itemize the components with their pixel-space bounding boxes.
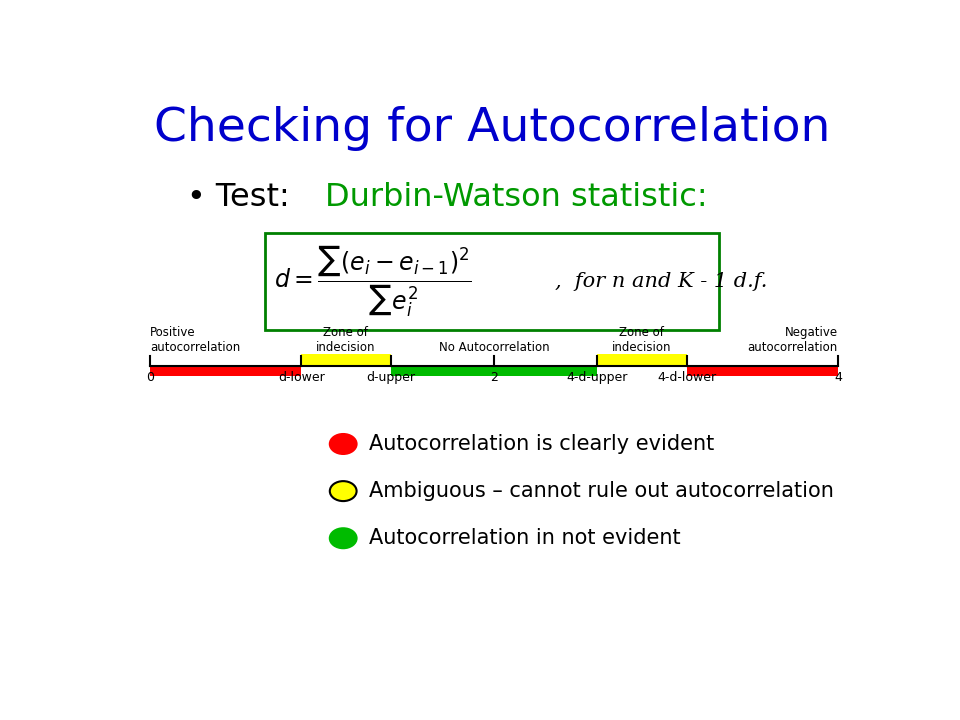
Text: 0: 0 [146, 371, 154, 384]
Circle shape [330, 528, 356, 548]
Bar [301, 354, 391, 366]
Text: Negative
autocorrelation: Negative autocorrelation [748, 325, 838, 354]
Text: d-lower: d-lower [277, 371, 324, 384]
Text: Autocorrelation is clearly evident: Autocorrelation is clearly evident [370, 434, 714, 454]
Text: Zone of
indecision: Zone of indecision [316, 325, 375, 354]
Text: 4: 4 [834, 371, 842, 384]
Text: ,  for n and K - 1 d.f.: , for n and K - 1 d.f. [555, 272, 768, 291]
Circle shape [330, 434, 356, 454]
Circle shape [330, 481, 356, 501]
Text: No Autocorrelation: No Autocorrelation [439, 341, 549, 354]
Text: 4-d-lower: 4-d-lower [657, 371, 716, 384]
Text: Checking for Autocorrelation: Checking for Autocorrelation [154, 106, 830, 150]
Text: $d = \dfrac{\sum(e_i - e_{i-1})^2}{\sum e_i^2}$: $d = \dfrac{\sum(e_i - e_{i-1})^2}{\sum … [274, 244, 472, 319]
Bar [686, 366, 838, 377]
Text: Durbin-Watson statistic:: Durbin-Watson statistic: [324, 181, 708, 213]
Text: d-upper: d-upper [366, 371, 415, 384]
Text: 2: 2 [490, 371, 498, 384]
Text: 4-d-upper: 4-d-upper [566, 371, 628, 384]
Bar [597, 354, 686, 366]
Text: Autocorrelation in not evident: Autocorrelation in not evident [370, 528, 681, 548]
Bar [150, 366, 301, 377]
Bar [391, 366, 597, 377]
Text: • Test:: • Test: [187, 181, 310, 213]
FancyBboxPatch shape [265, 233, 719, 330]
Text: Zone of
indecision: Zone of indecision [612, 325, 672, 354]
Text: Positive
autocorrelation: Positive autocorrelation [150, 325, 240, 354]
Text: Ambiguous – cannot rule out autocorrelation: Ambiguous – cannot rule out autocorrelat… [370, 481, 834, 501]
